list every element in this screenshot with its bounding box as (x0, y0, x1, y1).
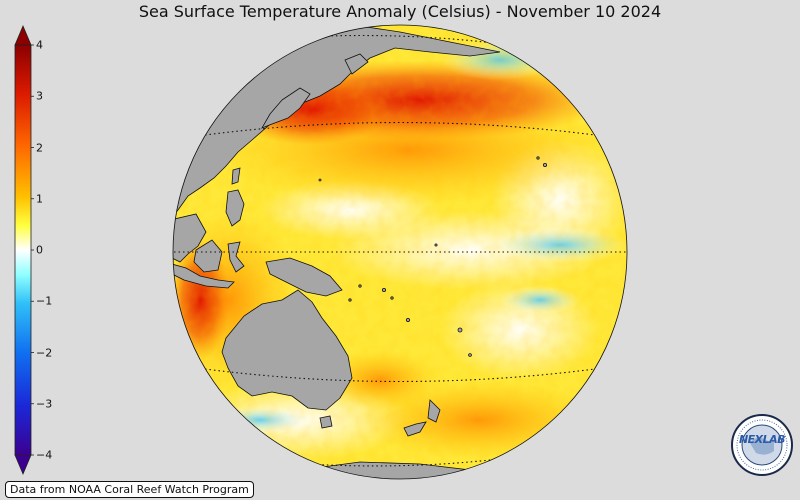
colorbar-tick-label: 2 (36, 141, 43, 154)
logo-text: NEXLAB (738, 433, 786, 446)
colorbar-tick-label: 3 (36, 89, 43, 103)
data-credit: Data from NOAA Coral Reef Watch Program (5, 481, 254, 498)
figure-title: Sea Surface Temperature Anomaly (Celsius… (138, 2, 662, 21)
new-guinea-land (265, 257, 343, 297)
japan-land (261, 87, 311, 129)
colorbar-tick-label: 0 (36, 243, 43, 257)
colorbar-tick-label: −1 (36, 294, 53, 308)
nexlab-logo-icon (731, 414, 793, 476)
ocean-anomaly-field (173, 25, 627, 479)
colorbar-tick-label: −4 (36, 448, 53, 462)
new-zealand-land (427, 399, 441, 423)
globe-outline (172, 24, 628, 480)
colorbar-extend-min (14, 454, 32, 476)
colorbar-tick-label: 1 (36, 192, 43, 206)
colorbar-tick-label: −3 (36, 397, 53, 411)
colorbar-tick-label: 4 (36, 38, 43, 52)
borneo-land (193, 239, 223, 273)
philippines-land (225, 189, 245, 227)
colorbar-extend-max (14, 24, 32, 46)
australia-land (221, 289, 353, 411)
colorbar-tick-label: −2 (36, 346, 53, 359)
